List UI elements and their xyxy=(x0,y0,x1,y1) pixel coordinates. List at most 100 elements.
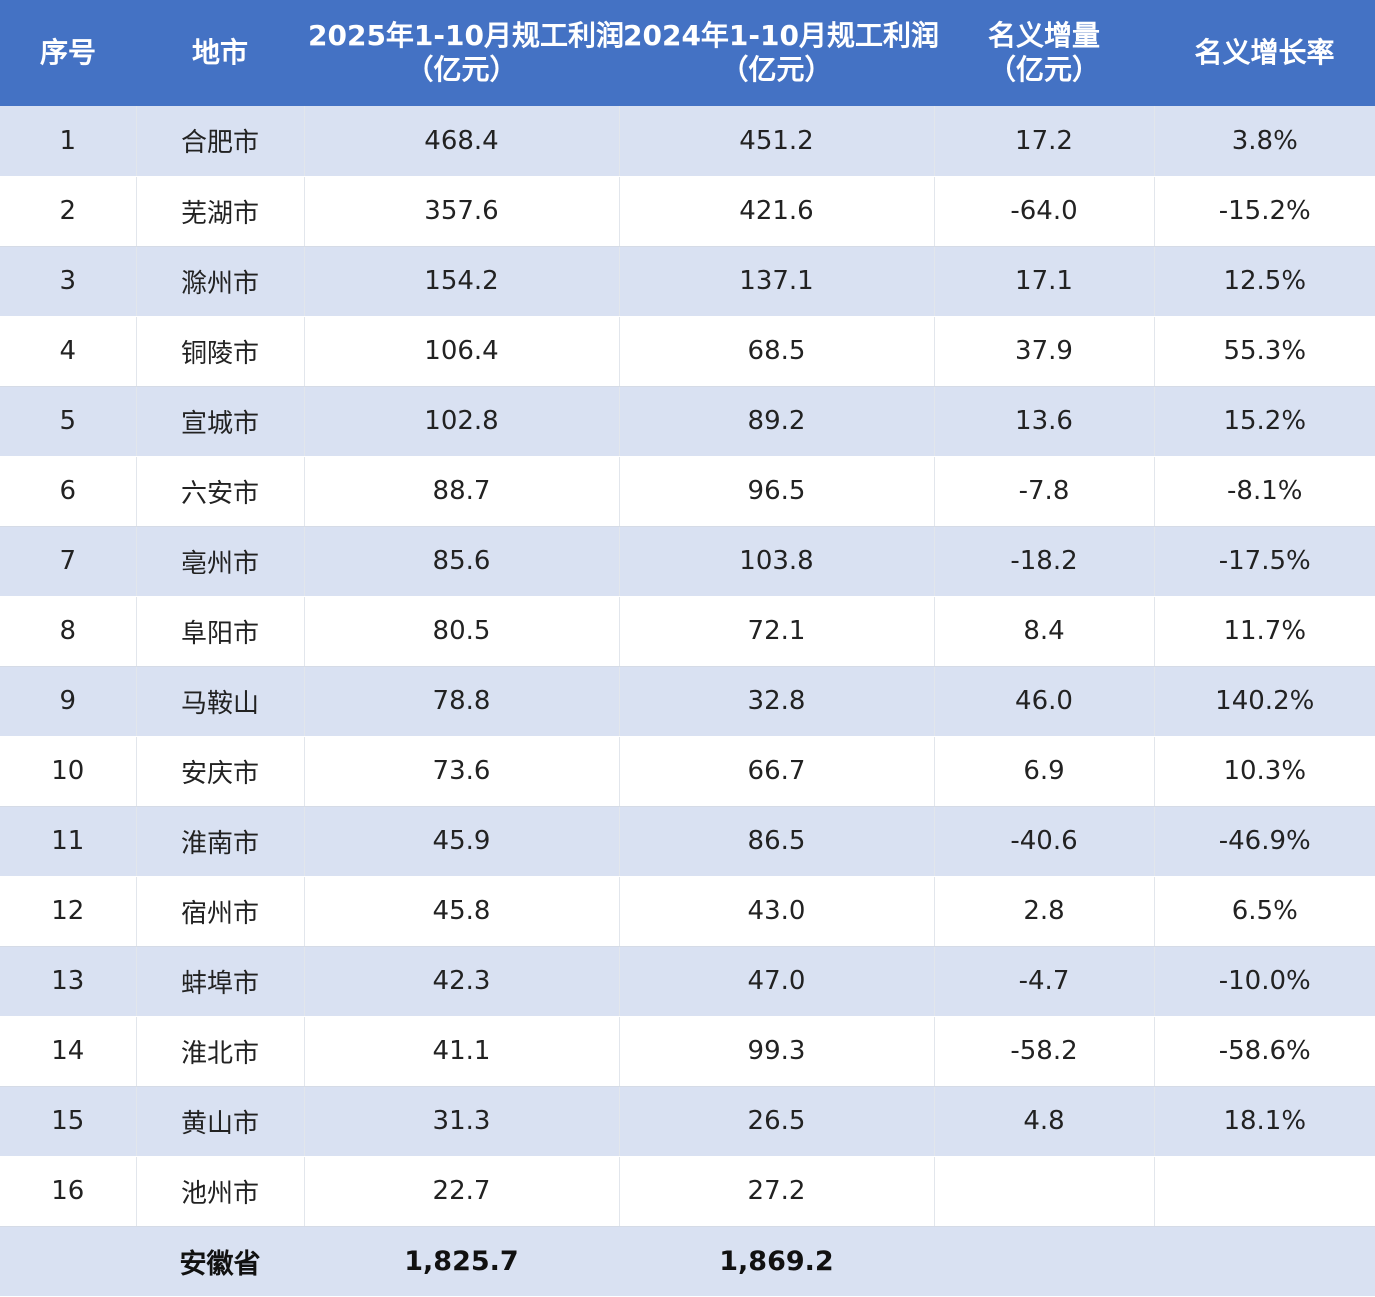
cell-city: 马鞍山 xyxy=(136,666,305,737)
cell-growth-rate: -58.6% xyxy=(1154,1016,1375,1087)
cell-profit-2024: 47.0 xyxy=(619,946,935,1017)
cell-profit-2024: 32.8 xyxy=(619,666,935,737)
cell-index: 8 xyxy=(0,596,137,667)
cell-increment: 4.8 xyxy=(934,1086,1155,1157)
cell-index: 3 xyxy=(0,246,137,317)
cell-city: 安庆市 xyxy=(136,736,305,807)
cell-profit-2024: 99.3 xyxy=(619,1016,935,1087)
header-increment-line: 名义增量 xyxy=(987,19,1100,52)
cell-increment: -4.7 xyxy=(934,946,1155,1017)
table-row: 2 芜湖市 357.6 421.6 -64.0 -15.2% xyxy=(0,176,1375,247)
header-profit-2024-line: （亿元） xyxy=(720,53,833,86)
cell-profit-2024: 68.5 xyxy=(619,316,935,387)
cell-city: 蚌埠市 xyxy=(136,946,305,1017)
cell-increment: 13.6 xyxy=(934,386,1155,457)
cell-growth-rate: 3.8% xyxy=(1154,106,1375,177)
cell-increment: -58.2 xyxy=(934,1016,1155,1087)
cell-increment: 6.9 xyxy=(934,736,1155,807)
cell-profit-2025: 78.8 xyxy=(304,666,620,737)
cell-city: 铜陵市 xyxy=(136,316,305,387)
cell-growth-rate: 10.3% xyxy=(1154,736,1375,807)
table-row: 4 铜陵市 106.4 68.5 37.9 55.3% xyxy=(0,316,1375,387)
cell-growth-rate: -46.9% xyxy=(1154,806,1375,877)
table-row: 7 亳州市 85.6 103.8 -18.2 -17.5% xyxy=(0,526,1375,597)
cell-increment xyxy=(934,1156,1155,1227)
cell-profit-2024: 27.2 xyxy=(619,1156,935,1227)
cell-increment: 37.9 xyxy=(934,316,1155,387)
table-row: 16 池州市 22.7 27.2 xyxy=(0,1156,1375,1227)
cell-city: 亳州市 xyxy=(136,526,305,597)
cell-index: 2 xyxy=(0,176,137,247)
table-row: 1 合肥市 468.4 451.2 17.2 3.8% xyxy=(0,106,1375,177)
cell-profit-2025: 102.8 xyxy=(304,386,620,457)
cell-profit-2025: 31.3 xyxy=(304,1086,620,1157)
cell-growth-rate: -17.5% xyxy=(1154,526,1375,597)
header-row: 序号 地市 2025年1-10月规工利润 （亿元） 2024年1-10月规工利润 （亿元）… xyxy=(0,0,1375,106)
cell-growth-rate xyxy=(1154,1156,1375,1227)
cell-index: 11 xyxy=(0,806,137,877)
table-row: 14 淮北市 41.1 99.3 -58.2 -58.6% xyxy=(0,1016,1375,1087)
cell-profit-2025: 73.6 xyxy=(304,736,620,807)
cell-increment: -40.6 xyxy=(934,806,1155,877)
cell-profit-2024: 137.1 xyxy=(619,246,935,317)
cell-city: 宣城市 xyxy=(136,386,305,457)
cell-growth-rate: 15.2% xyxy=(1154,386,1375,457)
cell-city: 池州市 xyxy=(136,1156,305,1227)
cell-increment: 2.8 xyxy=(934,876,1155,947)
cell-growth-rate: -8.1% xyxy=(1154,456,1375,527)
cell-increment: 17.1 xyxy=(934,246,1155,317)
cell-index: 15 xyxy=(0,1086,137,1157)
table-row: 6 六安市 88.7 96.5 -7.8 -8.1% xyxy=(0,456,1375,527)
cell-profit-2025: 468.4 xyxy=(304,106,620,177)
cell-profit-2024: 66.7 xyxy=(619,736,935,807)
cell-growth-rate: 18.1% xyxy=(1154,1086,1375,1157)
cell-profit-2024: 96.5 xyxy=(619,456,935,527)
cell-profit-2024: 43.0 xyxy=(619,876,935,947)
cell-city: 滁州市 xyxy=(136,246,305,317)
cell-growth-rate: -15.2% xyxy=(1154,176,1375,247)
cell-growth-rate: 11.7% xyxy=(1154,596,1375,667)
table-row: 9 马鞍山 78.8 32.8 46.0 140.2% xyxy=(0,666,1375,737)
table-row: 10 安庆市 73.6 66.7 6.9 10.3% xyxy=(0,736,1375,807)
header-increment: 名义增量 （亿元） xyxy=(934,0,1154,106)
header-growth-rate-line: 名义增长率 xyxy=(1194,36,1335,69)
cell-profit-2024: 72.1 xyxy=(619,596,935,667)
cell-profit-2025: 22.7 xyxy=(304,1156,620,1227)
total-row: 安徽省 1,825.7 1,869.2 xyxy=(0,1226,1375,1297)
cell-increment: -18.2 xyxy=(934,526,1155,597)
total-cell-profit-2024: 1,869.2 xyxy=(619,1226,934,1297)
header-index-line: 序号 xyxy=(39,36,96,69)
table-row: 8 阜阳市 80.5 72.1 8.4 11.7% xyxy=(0,596,1375,667)
cell-index: 14 xyxy=(0,1016,137,1087)
cell-index: 4 xyxy=(0,316,137,387)
cell-profit-2025: 45.8 xyxy=(304,876,620,947)
cell-profit-2024: 89.2 xyxy=(619,386,935,457)
cell-city: 芜湖市 xyxy=(136,176,305,247)
cell-increment: -7.8 xyxy=(934,456,1155,527)
cell-growth-rate: 12.5% xyxy=(1154,246,1375,317)
cell-index: 9 xyxy=(0,666,137,737)
cell-profit-2025: 41.1 xyxy=(304,1016,620,1087)
cell-city: 六安市 xyxy=(136,456,305,527)
total-cell-index xyxy=(0,1226,136,1297)
cell-profit-2024: 451.2 xyxy=(619,106,935,177)
cell-growth-rate: 6.5% xyxy=(1154,876,1375,947)
table-body: 1 合肥市 468.4 451.2 17.2 3.8% 2 芜湖市 357.6 421.6 -64.… xyxy=(0,106,1375,1297)
cell-profit-2024: 103.8 xyxy=(619,526,935,597)
cell-profit-2025: 357.6 xyxy=(304,176,620,247)
cell-index: 10 xyxy=(0,736,137,807)
header-profit-2025-line: （亿元） xyxy=(405,53,518,86)
cell-profit-2025: 42.3 xyxy=(304,946,620,1017)
cell-profit-2024: 26.5 xyxy=(619,1086,935,1157)
cell-index: 13 xyxy=(0,946,137,1017)
table-row: 12 宿州市 45.8 43.0 2.8 6.5% xyxy=(0,876,1375,947)
table-row: 15 黄山市 31.3 26.5 4.8 18.1% xyxy=(0,1086,1375,1157)
total-cell-profit-2025: 1,825.7 xyxy=(304,1226,619,1297)
header-city-line: 地市 xyxy=(191,36,248,69)
cell-index: 7 xyxy=(0,526,137,597)
table-row: 3 滁州市 154.2 137.1 17.1 12.5% xyxy=(0,246,1375,317)
cell-city: 阜阳市 xyxy=(136,596,305,667)
cell-index: 1 xyxy=(0,106,137,177)
cell-city: 合肥市 xyxy=(136,106,305,177)
